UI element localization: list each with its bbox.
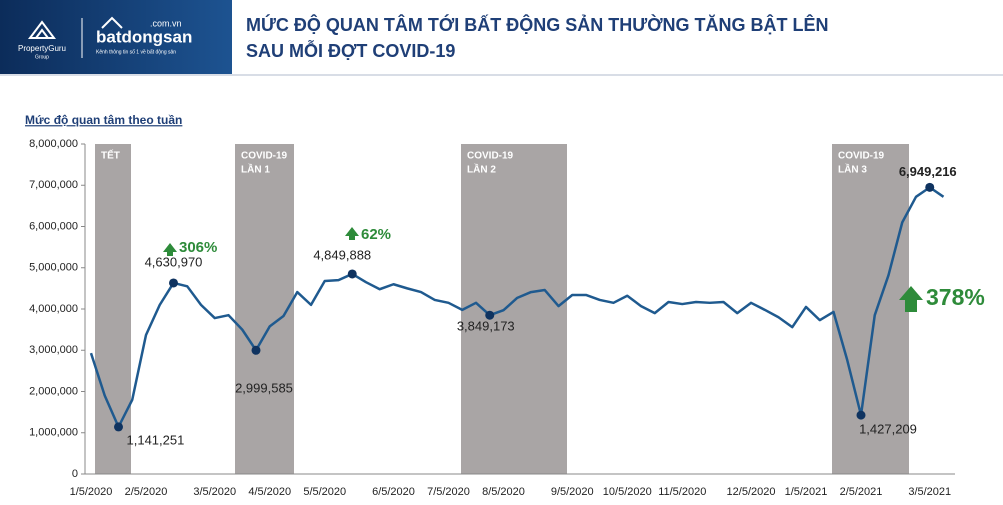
period-label: LẦN 1 — [241, 163, 270, 176]
period-label: LẦN 2 — [467, 163, 496, 176]
value-label: 4,630,970 — [145, 254, 203, 269]
y-tick-label: 4,000,000 — [29, 303, 78, 315]
point — [169, 278, 178, 288]
value-label: 3,849,173 — [457, 319, 515, 334]
value-label: 4,849,888 — [313, 247, 371, 262]
x-tick-label: 2/5/2020 — [125, 486, 168, 498]
brand-tagline: Kênh thông tin số 1 về bất động sản — [96, 49, 176, 55]
y-tick-label: 8,000,000 — [29, 138, 78, 150]
y-tick-label: 6,000,000 — [29, 220, 78, 232]
title: SAU MỖI ĐỢT COVID-19 — [246, 40, 455, 61]
brand-sub: Group — [35, 54, 49, 60]
y-axis-label: Mức độ quan tâm theo tuần — [25, 113, 182, 127]
point — [251, 345, 261, 355]
point — [114, 422, 123, 432]
period-band — [461, 144, 567, 474]
period-band — [832, 144, 909, 474]
period-label: COVID-19 — [467, 151, 514, 162]
brand-domain: .com.vn — [150, 18, 182, 28]
point — [485, 310, 495, 320]
x-tick-label: 12/5/2020 — [727, 486, 776, 498]
y-tick-label: 1,000,000 — [29, 427, 78, 439]
x-tick-label: 3/5/2020 — [193, 486, 236, 498]
x-tick-label: 1/5/2021 — [785, 486, 828, 498]
period-band — [95, 144, 131, 474]
value-label: 2,999,585 — [235, 381, 293, 396]
header-rule — [0, 74, 1003, 76]
period-label: COVID-19 — [838, 151, 885, 162]
y-tick-label: 7,000,000 — [29, 179, 78, 191]
title: MỨC ĐỘ QUAN TÂM TỚI BẤT ĐỘNG SẢN THƯỜNG … — [246, 14, 829, 35]
up-arrow — [163, 243, 177, 256]
house-icon — [101, 16, 123, 29]
x-tick-label: 5/5/2020 — [303, 486, 346, 498]
value-label: 6,949,216 — [899, 164, 957, 179]
x-tick-label: 1/5/2020 — [70, 486, 113, 498]
x-tick-label: 2/5/2021 — [840, 486, 883, 498]
x-tick-label: 8/5/2020 — [482, 486, 525, 498]
brand-name: batdongsan — [96, 27, 192, 46]
brand-name: PropertyGuru — [18, 44, 66, 53]
x-tick-label: 7/5/2020 — [427, 486, 470, 498]
series-line — [89, 186, 945, 429]
value-label: 1,141,251 — [127, 432, 185, 447]
period-band — [235, 144, 294, 474]
x-tick-label: 4/5/2020 — [248, 486, 291, 498]
y-tick-label: 2,000,000 — [29, 385, 78, 397]
x-tick-label: 3/5/2021 — [908, 486, 951, 498]
period-label: LẦN 3 — [838, 163, 867, 176]
growth-label: 306% — [179, 239, 217, 256]
x-tick-label: 11/5/2020 — [658, 486, 706, 498]
up-arrow — [345, 227, 359, 240]
x-tick-label: 6/5/2020 — [372, 486, 415, 498]
period-label: TẾT — [101, 149, 120, 162]
annotations — [163, 227, 923, 312]
y-tick-label: 0 — [72, 468, 78, 480]
x-tick-label: 9/5/2020 — [551, 486, 594, 498]
point — [856, 410, 866, 420]
y-tick-label: 5,000,000 — [29, 262, 78, 274]
value-label: 1,427,209 — [859, 422, 917, 437]
propertyguru-logo — [28, 20, 56, 39]
up-arrow — [899, 286, 923, 312]
point — [925, 182, 935, 192]
x-tick-label: 10/5/2020 — [603, 486, 652, 498]
growth-label: 62% — [361, 226, 391, 243]
y-tick-label: 3,000,000 — [29, 344, 78, 356]
growth-label: 378% — [926, 284, 985, 310]
point — [347, 269, 357, 279]
period-label: COVID-19 — [241, 151, 288, 162]
